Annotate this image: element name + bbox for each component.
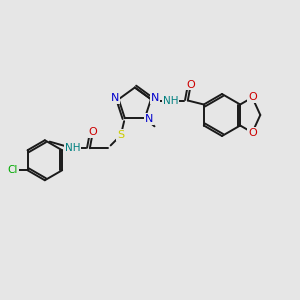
Text: O: O bbox=[186, 80, 195, 89]
Text: N: N bbox=[151, 93, 159, 103]
Text: O: O bbox=[248, 128, 257, 137]
Text: NH: NH bbox=[65, 143, 81, 153]
Text: O: O bbox=[248, 92, 257, 103]
Text: NH: NH bbox=[163, 95, 178, 106]
Text: N: N bbox=[110, 93, 119, 103]
Text: O: O bbox=[88, 127, 97, 137]
Text: N: N bbox=[145, 114, 153, 124]
Text: Cl: Cl bbox=[7, 165, 18, 175]
Text: S: S bbox=[117, 130, 124, 140]
